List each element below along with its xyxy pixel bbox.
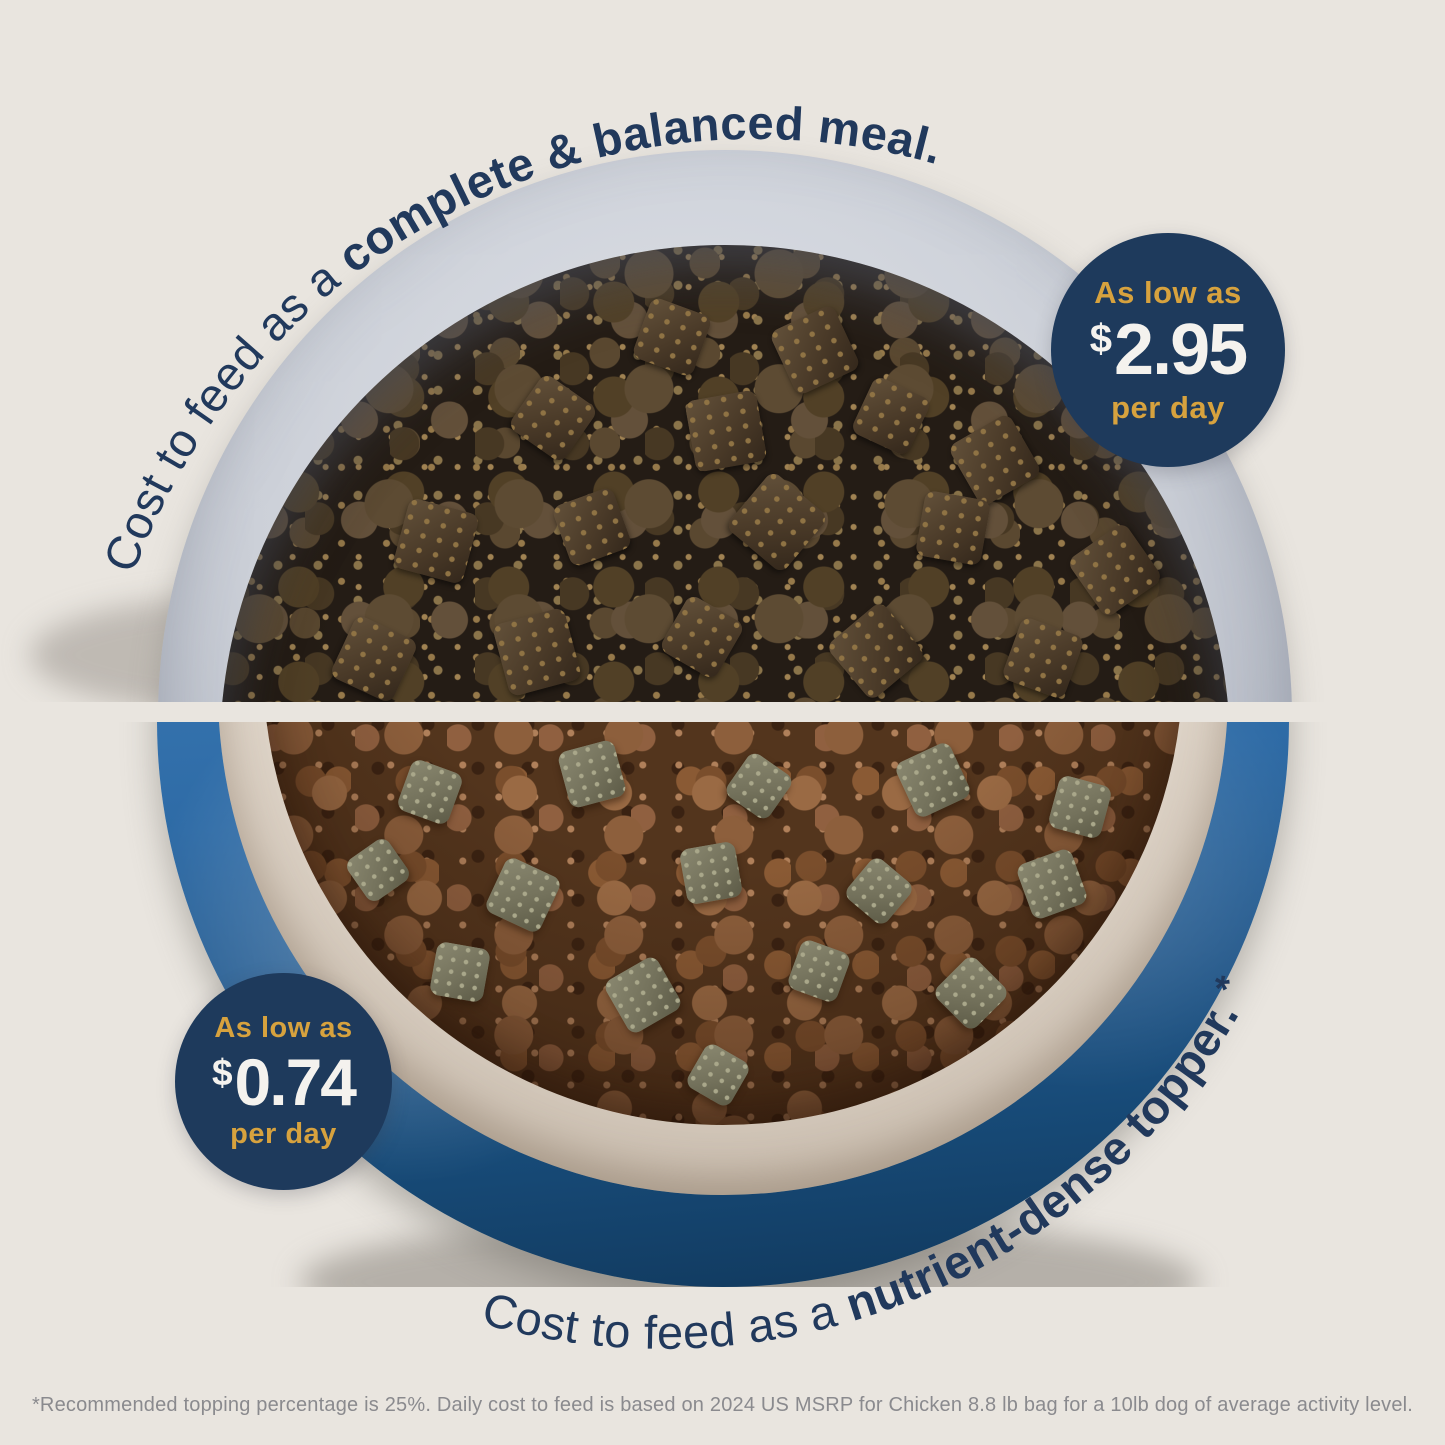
topper-piece: [683, 1040, 753, 1110]
food-chunk: [630, 295, 714, 379]
topper-piece: [1014, 846, 1090, 922]
food-chunk: [328, 613, 420, 702]
topper-piece: [343, 835, 413, 905]
topper-piece: [1046, 773, 1114, 841]
badge-price: $ 0.74: [211, 1044, 357, 1119]
badge-suffix: per day: [230, 1118, 337, 1151]
food-chunk: [684, 389, 768, 473]
topper-piece: [678, 840, 744, 906]
food-chunk: [507, 372, 599, 464]
food-chunk: [391, 496, 481, 586]
food-chunk: [658, 593, 746, 681]
topper-piece: [931, 953, 1011, 1033]
food-chunk: [491, 606, 583, 698]
caption-topper-regular: Cost to feed as a: [477, 1280, 855, 1359]
food-chunk: [1066, 521, 1164, 619]
disclaimer-text: *Recommended topping percentage is 25%. …: [31, 1394, 1414, 1416]
topper-piece: [602, 954, 684, 1036]
badge-price: $ 2.95: [1089, 310, 1248, 391]
topper-piece: [428, 940, 492, 1004]
topper-piece: [785, 937, 853, 1005]
food-chunk: [550, 485, 634, 569]
price-amount: 2.95: [1114, 310, 1248, 391]
badge-prefix: As low as: [1094, 274, 1242, 310]
topper-piece: [483, 855, 563, 935]
topper-piece: [556, 738, 628, 810]
topper-piece: [842, 854, 916, 928]
food-chunk: [724, 469, 830, 575]
badge-suffix: per day: [1111, 389, 1225, 425]
price-badge-topper: As low as $ 0.74 per day: [175, 973, 392, 1190]
topper-piece: [893, 740, 973, 820]
food-chunk: [1000, 615, 1086, 701]
food-chunk: [849, 374, 933, 458]
topper-piece: [722, 749, 796, 823]
currency-symbol: $: [1089, 317, 1113, 362]
food-chunk: [914, 489, 992, 567]
badge-prefix: As low as: [214, 1011, 353, 1044]
price-badge-meal: As low as $ 2.95 per day: [1051, 233, 1285, 467]
topper-piece: [395, 757, 465, 827]
topper-bowl-photo: [0, 722, 1445, 1287]
food-chunk: [768, 303, 862, 397]
food-chunk: [947, 412, 1043, 508]
price-amount: 0.74: [234, 1044, 357, 1119]
food-chunk: [825, 600, 927, 702]
currency-symbol: $: [211, 1051, 233, 1093]
